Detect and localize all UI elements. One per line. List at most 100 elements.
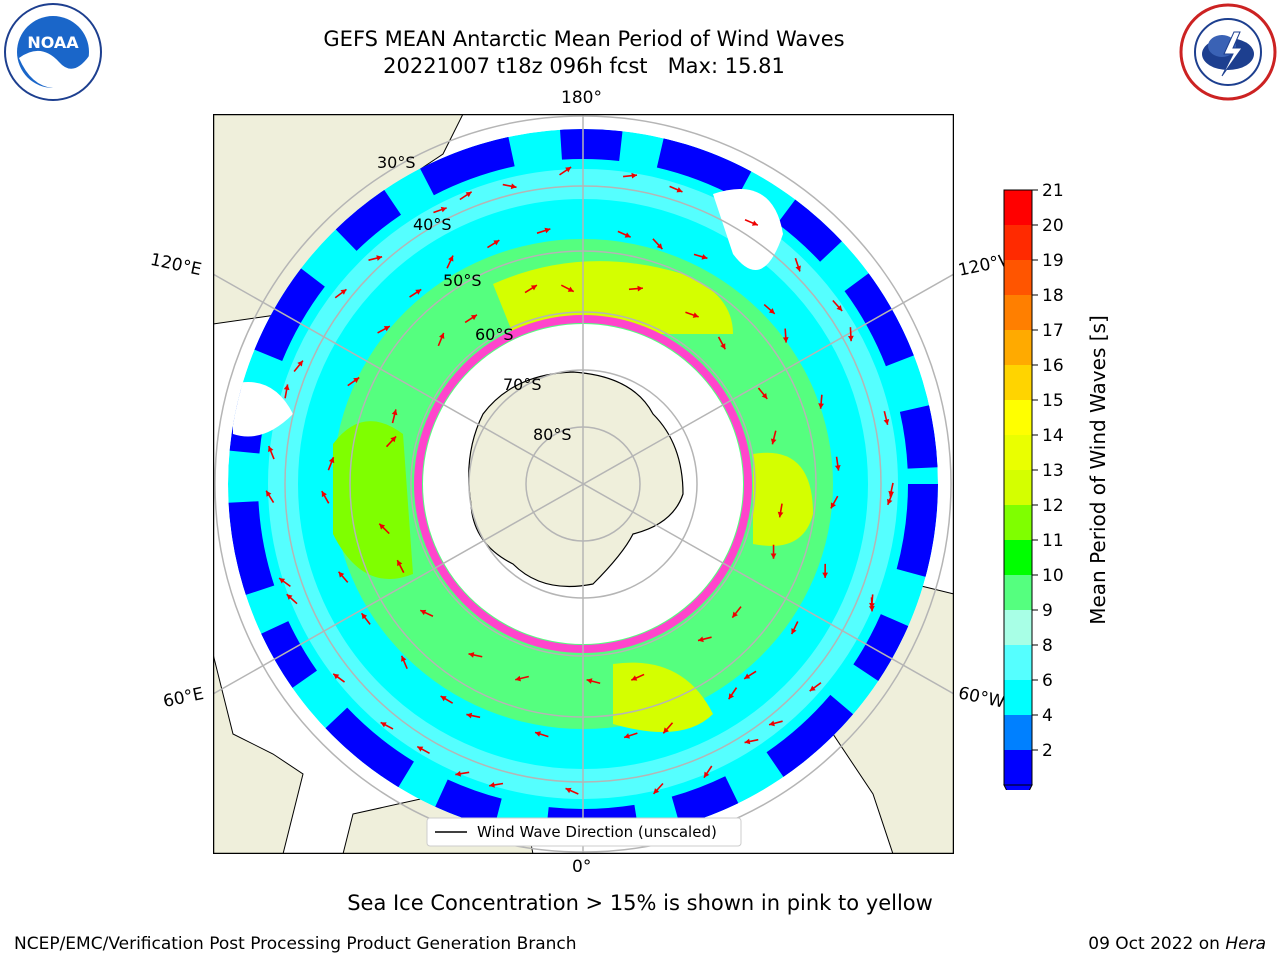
colorbar-extend-arrow: [1003, 784, 1033, 790]
wind-arrow: [368, 255, 383, 261]
colorbar-tick-label: 12: [1042, 496, 1064, 516]
polar-map: 30°S 40°S 50°S 60°S 70°S 80°S Wind Wave …: [213, 114, 954, 854]
colorbar-frame: [1003, 189, 1033, 786]
wind-arrow: [628, 285, 643, 292]
colorbar-tick-label: 15: [1042, 391, 1064, 411]
wind-arrow: [332, 673, 346, 683]
wind-arrow: [623, 732, 638, 739]
colorbar-band: [1004, 540, 1032, 575]
colorbar-tick-label: 8: [1042, 636, 1053, 656]
wind-arrow: [283, 384, 290, 399]
wind-arrow: [433, 206, 447, 214]
wind-arrow: [770, 544, 777, 559]
wind-arrow: [524, 284, 538, 294]
lon-label-180: 180°: [561, 88, 602, 108]
wind-arrow: [782, 328, 789, 343]
colorbar-tick-label: 6: [1042, 671, 1053, 691]
colorbar-band: [1004, 645, 1032, 680]
colorbar-band: [1004, 400, 1032, 435]
wind-arrow: [768, 720, 783, 727]
colorbar-tick-label: 11: [1042, 531, 1064, 551]
wind-arrow: [560, 284, 575, 293]
wind-arrow: [502, 183, 517, 190]
wind-arrow: [400, 655, 408, 669]
colorbar-ticks: 21 20 19 18 17 16 15 14 13 12 11 10 9 8 6 4 2: [1032, 181, 1064, 761]
wind-arrow: [830, 495, 839, 509]
wind-arrow: [377, 325, 391, 334]
wind-arrow: [883, 410, 890, 425]
wind-arrow: [693, 253, 708, 260]
colorbar-band: [1004, 190, 1032, 225]
lightning-icon: [1221, 31, 1243, 77]
wind-arrow: [790, 621, 799, 635]
map-legend: Wind Wave Direction (unscaled): [426, 817, 742, 847]
wind-arrow: [652, 238, 664, 250]
wind-arrow: [818, 394, 824, 409]
noaa-logo: NOAA: [4, 3, 102, 101]
wind-arrow: [360, 612, 371, 625]
colorbar-band: [1004, 505, 1032, 540]
colorbar-band: [1004, 295, 1032, 330]
wind-arrow: [327, 456, 335, 471]
wind-arrow: [466, 712, 481, 719]
wind-arrow: [717, 336, 726, 350]
wind-arrow: [334, 288, 347, 299]
wind-arrow: [515, 675, 530, 682]
wind-arrow: [757, 387, 768, 400]
wind-arrow: [337, 571, 349, 583]
colorbar-bands: [1003, 189, 1033, 790]
wind-arrow: [534, 731, 549, 738]
footer-credit: NCEP/EMC/Verification Post Processing Pr…: [14, 934, 577, 954]
colorbar-tick-label: 17: [1042, 321, 1064, 341]
wind-arrow: [744, 218, 759, 226]
wind-arrow: [728, 687, 738, 700]
colorbar-tick-label: 4: [1042, 706, 1053, 726]
colorbar-tick-label: 16: [1042, 356, 1064, 376]
legend-label: Wind Wave Direction (unscaled): [477, 823, 717, 841]
wind-arrow: [278, 577, 291, 588]
wind-arrow: [559, 166, 572, 176]
wind-arrow: [446, 255, 454, 269]
wind-arrow: [409, 288, 422, 298]
colorbar-band: [1004, 750, 1032, 785]
wind-arrow: [419, 609, 434, 617]
colorbar-tick-label: 20: [1042, 216, 1064, 236]
wind-arrow: [777, 503, 784, 518]
chart-title: GEFS MEAN Antarctic Mean Period of Wind …: [323, 27, 845, 51]
wind-arrow: [536, 227, 551, 234]
lat-label-80: 80°S: [533, 425, 572, 444]
wind-arrows: [265, 166, 894, 795]
wind-arrow: [380, 721, 394, 730]
wind-arrow: [685, 311, 699, 318]
wind-arrow: [464, 314, 478, 324]
colorbar-tick-label: 21: [1042, 181, 1064, 201]
lon-label-60e: 60°E: [161, 683, 206, 713]
wind-arrow: [770, 430, 777, 445]
wind-arrow: [832, 299, 843, 312]
colorbar-tick-label: 2: [1042, 741, 1053, 761]
graticule: [213, 114, 954, 854]
lat-label-70: 70°S: [503, 375, 542, 394]
wind-arrow: [396, 559, 405, 573]
wind-arrow: [437, 332, 445, 347]
colorbar-tick-label: 9: [1042, 601, 1053, 621]
wind-arrow: [809, 682, 822, 692]
wind-arrow: [267, 445, 275, 460]
nws-logo: [1179, 3, 1277, 101]
footer-host: Hera: [1225, 934, 1266, 954]
colorbar-band: [1004, 610, 1032, 645]
wind-arrow: [888, 482, 894, 497]
wind-arrow: [622, 172, 638, 179]
wind-arrow: [703, 765, 713, 779]
wind-arrow: [459, 191, 473, 201]
wind-arrow: [847, 327, 854, 342]
colorbar-tick-label: 18: [1042, 286, 1064, 306]
lon-label-120e: 120°E: [148, 249, 204, 281]
wind-arrow: [455, 770, 470, 777]
colorbar-band: [1004, 715, 1032, 750]
footer-date: 09 Oct 2022 on Hera: [1088, 934, 1266, 954]
wind-arrow: [794, 257, 801, 272]
wind-arrow: [586, 678, 601, 685]
lat-label-30: 30°S: [377, 153, 416, 172]
lat-label-40: 40°S: [413, 215, 452, 234]
